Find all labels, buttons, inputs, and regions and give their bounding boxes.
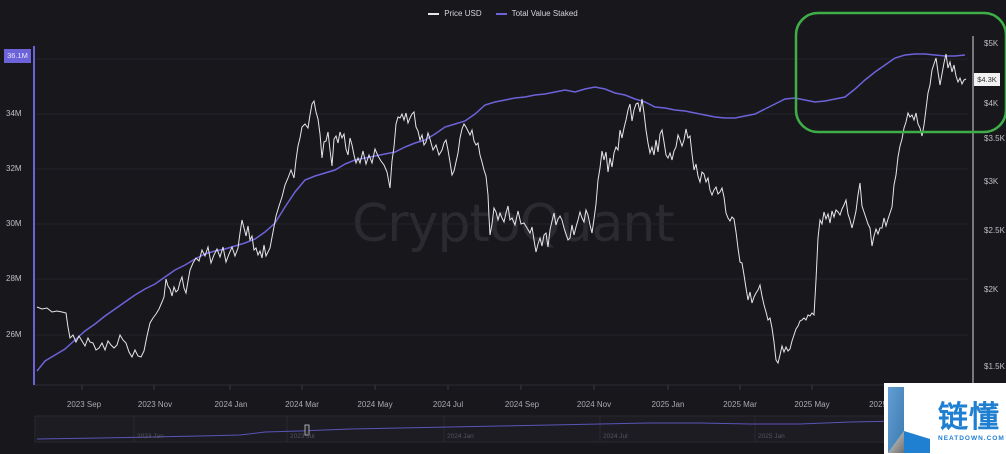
left-axis-tick: 34M bbox=[6, 109, 22, 118]
right-axis-tick: $3K bbox=[984, 177, 999, 186]
logo-mark-icon bbox=[888, 387, 930, 453]
chart-legend: Price USD Total Value Staked bbox=[0, 9, 1006, 18]
x-axis-tick: 2024 Nov bbox=[576, 400, 612, 409]
price-swatch-icon bbox=[428, 12, 440, 15]
logo-chinese-text: 链懂 bbox=[938, 400, 1000, 435]
x-axis-tick: 2024 Mar bbox=[285, 400, 319, 409]
staked-series-line bbox=[36, 53, 966, 372]
logo-english-text: NEATDOWN.COM bbox=[938, 435, 1005, 442]
left-axis-tick: 30M bbox=[6, 219, 22, 228]
neatdown-logo bbox=[884, 383, 1006, 454]
navigator-series-line bbox=[36, 419, 967, 440]
left-axis-current-value: 36.1M bbox=[4, 49, 31, 63]
x-axis-tick: 2025 May bbox=[794, 400, 830, 409]
gridlines bbox=[35, 58, 968, 336]
x-axis-tick: 2025 Mar bbox=[723, 400, 757, 409]
x-ticks bbox=[81, 385, 813, 390]
x-axis-tick: 2024 Jul bbox=[432, 400, 464, 409]
highlight-annotation bbox=[794, 11, 1006, 134]
navigator-label: 2023 Jul bbox=[290, 433, 315, 440]
left-axis-tick: 32M bbox=[6, 164, 22, 173]
right-axis-tick: $2.5K bbox=[984, 226, 1005, 235]
right-axis-current-value: $4.3K bbox=[974, 73, 1000, 86]
navigator-label: 2023 Jan bbox=[137, 433, 164, 440]
left-axis-tick: 26M bbox=[6, 330, 22, 339]
navigator-track bbox=[34, 415, 969, 443]
x-axis-tick: 2024 Sep bbox=[504, 400, 540, 409]
navigator-handle[interactable] bbox=[304, 424, 310, 436]
navigator-label: 2025 Jan bbox=[758, 433, 785, 440]
right-axis-tick: $1.5K bbox=[984, 362, 1005, 371]
right-axis-tick: $3.5K bbox=[984, 134, 1005, 143]
x-axis-tick: 2023 Sep bbox=[66, 400, 102, 409]
x-axis-tick: 2023 Nov bbox=[137, 400, 173, 409]
navigator-label: 2024 Jul bbox=[603, 433, 628, 440]
legend-label-staked: Total Value Staked bbox=[511, 9, 578, 18]
x-axis-tick: 2024 Jan bbox=[214, 400, 248, 409]
right-axis-tick: $2K bbox=[984, 285, 999, 294]
x-axis-tick: 2025 bbox=[869, 400, 887, 409]
right-axis-tick: $4K bbox=[984, 99, 999, 108]
left-axis-tick: 28M bbox=[6, 274, 22, 283]
x-axis-tick: 2024 May bbox=[357, 400, 393, 409]
legend-item-price[interactable]: Price USD bbox=[428, 9, 482, 18]
right-axis-tick: $5K bbox=[984, 39, 999, 48]
legend-label-price: Price USD bbox=[444, 9, 482, 18]
navigator-label: 2024 Jan bbox=[447, 433, 474, 440]
x-axis-tick: 2025 Jan bbox=[651, 400, 685, 409]
staked-swatch-icon bbox=[495, 12, 507, 15]
price-series-line bbox=[36, 53, 967, 365]
legend-item-staked[interactable]: Total Value Staked bbox=[495, 9, 578, 18]
